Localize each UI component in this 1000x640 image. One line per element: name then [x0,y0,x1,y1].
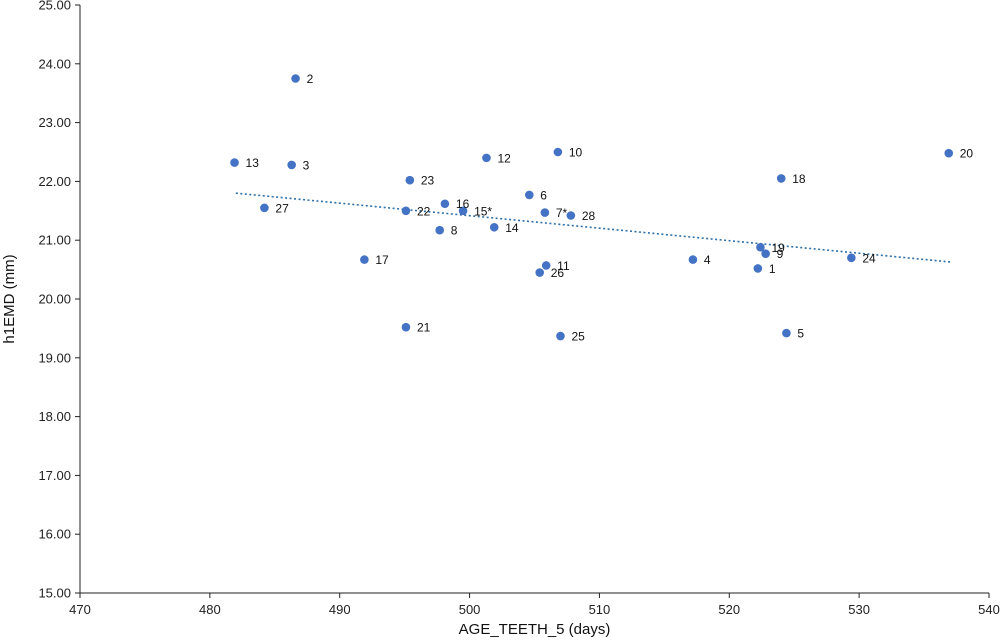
data-point-label: 15* [474,204,492,218]
data-point-10 [553,147,563,157]
data-point-label: 16 [456,197,470,211]
data-point-17 [360,255,369,264]
data-point-16 [440,199,450,209]
x-tick-label: 480 [199,602,221,617]
trendline [235,192,951,263]
data-point-11 [541,261,551,270]
x-tick-label: 500 [459,602,481,617]
x-ticks: 470 480 490 500 510 520 530 540 [69,593,1000,617]
x-tick-label: 470 [69,602,91,617]
x-tick-label: 530 [848,602,870,617]
y-ticks: 15.00 16.00 17.00 18.00 19.00 20.00 21.00 22.00… [38,0,80,601]
data-point-15-star [458,206,468,216]
y-tick-label: 20.00 [38,292,71,307]
y-tick-label: 17.00 [38,468,71,483]
data-point-label: 20 [960,147,974,161]
y-tick-label: 23.00 [38,115,71,130]
y-tick-label: 19.00 [38,350,71,365]
data-point-label: 8 [451,224,458,238]
y-axis-title: h1EMD (mm) [1,254,18,343]
data-point-label: 28 [582,209,596,223]
data-point-label: 19 [771,241,785,255]
x-axis-title: AGE_TEETH_5 (days) [459,621,611,638]
data-point-label: 10 [569,146,583,160]
data-point-label: 3 [303,158,310,172]
data-point-13 [230,158,239,167]
data-point-14 [489,222,499,232]
data-point-label: 1 [769,262,776,276]
data-point-25 [556,331,565,341]
data-point-label: 9 [777,247,784,261]
data-point-label: 26 [551,266,565,280]
data-point-5 [782,328,791,338]
data-point-24 [847,253,856,263]
data-point-7-star [540,208,550,217]
data-point-2 [291,74,300,83]
data-point-label: 5 [797,327,804,341]
data-point-9 [761,249,770,259]
data-point-label: 24 [862,251,876,265]
axes [79,5,989,594]
data-point-3 [287,160,296,170]
data-point-label: 27 [275,201,289,215]
data-point-label: 23 [421,174,435,188]
data-point-12 [482,153,491,163]
y-tick-label: 21.00 [38,233,71,248]
data-point-label: 6 [540,188,547,202]
data-point-19 [756,242,765,252]
data-points: 1234567*89101112131415*16171819202122232… [230,72,973,344]
data-point-22 [401,206,411,216]
data-point-label: 21 [417,321,431,335]
data-point-label: 7* [556,206,568,220]
data-point-label: 4 [704,253,711,267]
y-tick-label: 15.00 [38,586,71,601]
data-point-21 [401,322,411,332]
data-point-label: 13 [246,156,260,170]
data-point-1 [753,264,763,273]
data-point-8 [435,225,445,235]
data-point-18 [776,174,786,183]
data-point-20 [944,148,954,158]
y-tick-label: 18.00 [38,409,71,424]
x-tick-label: 490 [329,602,351,617]
data-point-27 [260,203,269,213]
data-point-23 [405,175,415,185]
y-tick-label: 16.00 [38,527,71,542]
data-point-label: 11 [557,259,570,273]
data-point-4 [688,255,698,264]
data-point-label: 17 [375,253,389,267]
y-tick-label: 25.00 [38,0,71,13]
y-tick-label: 24.00 [38,56,71,71]
data-point-label: 2 [307,72,314,86]
data-point-label: 14 [505,221,519,235]
data-point-label: 22 [417,204,431,218]
data-point-label: 12 [497,151,511,165]
x-tick-label: 510 [589,602,611,617]
x-tick-label: 520 [718,602,740,617]
data-point-6 [525,190,534,200]
data-point-label: 25 [571,330,585,344]
data-point-label: 18 [792,172,806,186]
x-tick-label: 540 [978,602,1000,617]
data-point-28 [566,211,576,220]
y-tick-label: 22.00 [38,174,71,189]
data-point-26 [535,268,544,277]
